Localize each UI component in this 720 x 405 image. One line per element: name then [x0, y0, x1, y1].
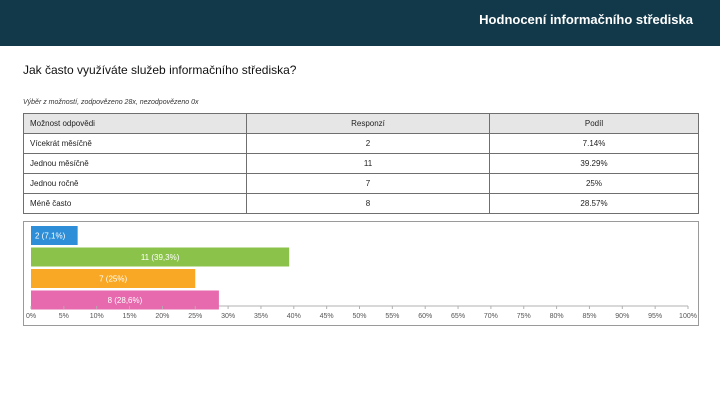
x-tick-label: 75% [517, 313, 531, 320]
page-title: Hodnocení informačního střediska [479, 12, 693, 27]
bar-chart: 2 (7,1%) 11 (39,3%) 7 (25%) 8 (28,6%) 0% 5% 10… [26, 226, 697, 320]
share-cell: 7.14% [489, 133, 699, 154]
x-tick-label: 30% [221, 313, 235, 320]
option-cell: Jednou ročně [23, 173, 247, 194]
x-tick-label: 80% [550, 313, 564, 320]
x-tick-label: 70% [484, 313, 498, 320]
bar [31, 247, 290, 267]
x-tick-label: 0% [26, 313, 36, 320]
option-cell: Jednou měsíčně [23, 153, 247, 174]
x-tick-label: 95% [648, 313, 662, 320]
header-bar: Hodnocení informačního střediska [0, 0, 720, 46]
x-tick-label: 20% [155, 313, 169, 320]
bar [31, 226, 78, 245]
table-row: Jednou ročně 7 25% [23, 173, 699, 194]
results-table: Možnost odpovědi Responzí Podíl Vícekrát… [23, 113, 699, 214]
bar-data-label: 8 (28,6%) [108, 296, 143, 305]
chart-frame: 2 (7,1%) 11 (39,3%) 7 (25%) 8 (28,6%) 0% 5% 10… [23, 221, 699, 326]
column-header-responses: Responzí [246, 113, 490, 134]
bar-data-label: 11 (39,3%) [141, 253, 180, 262]
bar-data-label: 7 (25%) [99, 275, 127, 284]
responses-cell: 7 [246, 173, 490, 194]
question-subtitle: Výběr z možností, zodpovězeno 28x, nezod… [23, 99, 199, 106]
share-cell: 28.57% [489, 193, 699, 214]
x-tick-label: 55% [385, 313, 399, 320]
responses-cell: 11 [246, 153, 490, 174]
share-cell: 25% [489, 173, 699, 194]
column-header-option: Možnost odpovědi [23, 113, 247, 134]
x-tick-label: 50% [352, 313, 366, 320]
x-tick-label: 85% [582, 313, 596, 320]
x-tick-label: 45% [320, 313, 334, 320]
x-tick-label: 40% [287, 313, 301, 320]
table-header-row: Možnost odpovědi Responzí Podíl [23, 113, 699, 134]
option-cell: Méně často [23, 193, 247, 214]
column-header-share: Podíl [489, 113, 699, 134]
responses-cell: 8 [246, 193, 490, 214]
x-tick-label: 35% [254, 313, 268, 320]
bar [31, 290, 219, 310]
bar [31, 269, 196, 288]
x-tick-label: 10% [90, 313, 104, 320]
bar-data-label: 2 (7,1%) [35, 232, 66, 241]
share-cell: 39.29% [489, 153, 699, 174]
x-tick-label: 90% [615, 313, 629, 320]
table-row: Vícekrát měsíčně 2 7.14% [23, 133, 699, 154]
table-row: Jednou měsíčně 11 39.29% [23, 153, 699, 174]
table-row: Méně často 8 28.57% [23, 193, 699, 214]
x-tick-label: 15% [123, 313, 137, 320]
responses-cell: 2 [246, 133, 490, 154]
x-tick-label: 100% [679, 313, 697, 320]
x-tick-label: 65% [451, 313, 465, 320]
x-tick-label: 25% [188, 313, 202, 320]
question-title: Jak často využíváte služeb informačního … [23, 63, 297, 77]
x-tick-label: 60% [418, 313, 432, 320]
option-cell: Vícekrát měsíčně [23, 133, 247, 154]
x-tick-label: 5% [59, 313, 69, 320]
